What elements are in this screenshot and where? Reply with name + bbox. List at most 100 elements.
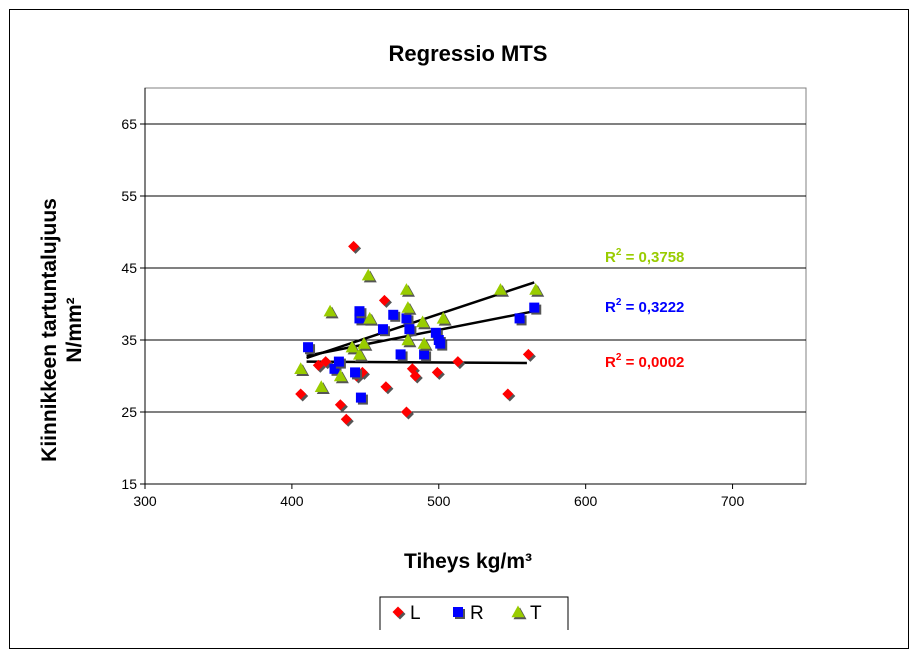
point-T-14 — [436, 311, 452, 326]
y-tick-label-3: 45 — [121, 260, 137, 276]
scatter-chart: Regressio MTS 15 25 35 45 55 65 300 400 500 600 7… — [38, 41, 807, 630]
point-T-10 — [401, 301, 417, 315]
point-L-3-shape — [334, 399, 346, 411]
r2-label-L: R2 = 0,0002 — [605, 352, 684, 371]
legend-label-T: T — [530, 603, 542, 624]
point-R-13 — [430, 327, 443, 340]
point-T-8 — [363, 311, 379, 326]
point-R-8-shape — [388, 309, 399, 320]
y-tick-labels: 15 25 35 45 55 65 — [121, 116, 137, 492]
point-R-6-shape — [355, 392, 366, 403]
point-R-4 — [354, 313, 367, 326]
y-axis-title: Kiinnikkeen tartuntalujuus N/mm² — [38, 198, 86, 462]
y-tick-label-4: 55 — [121, 188, 137, 204]
grid-lines — [140, 88, 806, 489]
point-T-13 — [417, 337, 433, 351]
point-L-5 — [348, 240, 362, 254]
point-L-12-shape — [409, 370, 421, 382]
trendline-R — [306, 309, 535, 358]
point-L-8 — [378, 294, 392, 308]
point-L-16 — [522, 348, 536, 362]
point-R-11 — [404, 324, 417, 337]
legend-marker-R-shape — [453, 607, 463, 617]
point-R-7 — [377, 324, 390, 337]
x-tick-label-3: 600 — [574, 493, 598, 509]
point-R-11-shape — [404, 324, 415, 335]
legend-label-R: R — [470, 603, 484, 624]
point-R-0-shape — [303, 342, 314, 353]
point-T-10-shape — [401, 301, 415, 313]
point-T-7 — [361, 268, 377, 283]
point-T-6 — [357, 337, 373, 351]
point-L-14 — [452, 356, 466, 370]
point-T-16 — [529, 283, 545, 297]
point-L-4 — [340, 413, 354, 427]
legend-label-L: L — [410, 603, 421, 624]
r2-labels: R2 = 0,0002 R2 = 0,3222 R2 = 0,3758 — [605, 247, 684, 371]
point-R-4-shape — [354, 313, 365, 324]
point-R-12 — [419, 349, 432, 362]
y-axis-title-line1: Kiinnikkeen tartuntalujuus — [38, 198, 61, 462]
point-R-13-shape — [430, 327, 441, 338]
point-R-9 — [395, 349, 408, 362]
point-L-4-shape — [340, 413, 352, 425]
point-T-16-shape — [529, 283, 543, 295]
chart-title: Regressio MTS — [389, 41, 548, 66]
point-T-0 — [294, 362, 310, 376]
point-R-3-shape — [350, 367, 361, 378]
point-T-4-shape — [345, 340, 359, 353]
x-axis-title: Tiheys kg/m³ — [404, 550, 532, 573]
point-R-17 — [529, 302, 542, 315]
point-L-8-shape — [378, 294, 390, 306]
point-L-5-shape — [348, 240, 360, 252]
point-T-0-shape — [294, 362, 308, 374]
point-T-12-shape — [416, 315, 430, 328]
legend-marker-T — [511, 605, 527, 620]
point-R-16 — [514, 313, 527, 326]
r2-label-T: R2 = 0,3758 — [605, 247, 684, 266]
point-R-16-shape — [514, 313, 525, 324]
point-T-15-shape — [493, 283, 507, 295]
y-tick-label-1: 25 — [121, 404, 137, 420]
point-T-4 — [345, 340, 361, 355]
point-L-9-shape — [380, 381, 392, 393]
point-L-12 — [409, 370, 423, 384]
y-axis-title-line2: N/mm² — [63, 297, 86, 362]
point-T-5-shape — [352, 347, 366, 360]
point-L-10 — [400, 406, 414, 420]
point-R-15 — [435, 338, 448, 351]
point-L-16-shape — [522, 348, 534, 360]
point-R-2-shape — [333, 356, 344, 367]
x-tick-label-1: 400 — [280, 493, 304, 509]
point-T-11-shape — [401, 333, 415, 346]
x-tick-labels: 300 400 500 600 700 — [133, 493, 744, 509]
point-R-8 — [388, 309, 401, 322]
point-R-0 — [303, 342, 316, 355]
legend-marker-T-shape — [511, 605, 525, 618]
point-R-12-shape — [419, 349, 430, 360]
point-T-5 — [352, 347, 368, 362]
point-T-3-shape — [333, 369, 347, 382]
point-R-2 — [333, 356, 346, 369]
r2-label-R: R2 = 0,3222 — [605, 297, 684, 316]
point-R-9-shape — [395, 349, 406, 360]
point-R-15-shape — [435, 338, 446, 349]
x-tick-label-2: 500 — [427, 493, 451, 509]
point-T-6-shape — [357, 337, 371, 349]
point-T-1 — [314, 380, 330, 394]
legend-box — [379, 596, 569, 630]
y-tick-label-2: 35 — [121, 332, 137, 348]
point-R-17-shape — [529, 302, 540, 313]
point-R-5 — [354, 306, 367, 319]
point-T-9 — [399, 283, 415, 297]
x-tick-label-0: 300 — [133, 493, 157, 509]
point-L-0-shape — [295, 388, 307, 400]
point-T-15 — [493, 283, 509, 297]
point-L-14-shape — [452, 356, 464, 368]
legend-marker-L-shape — [392, 606, 404, 618]
point-R-3 — [350, 367, 363, 380]
point-L-0 — [295, 388, 309, 402]
point-R-7-shape — [377, 324, 388, 335]
y-tick-label-0: 15 — [121, 476, 137, 492]
